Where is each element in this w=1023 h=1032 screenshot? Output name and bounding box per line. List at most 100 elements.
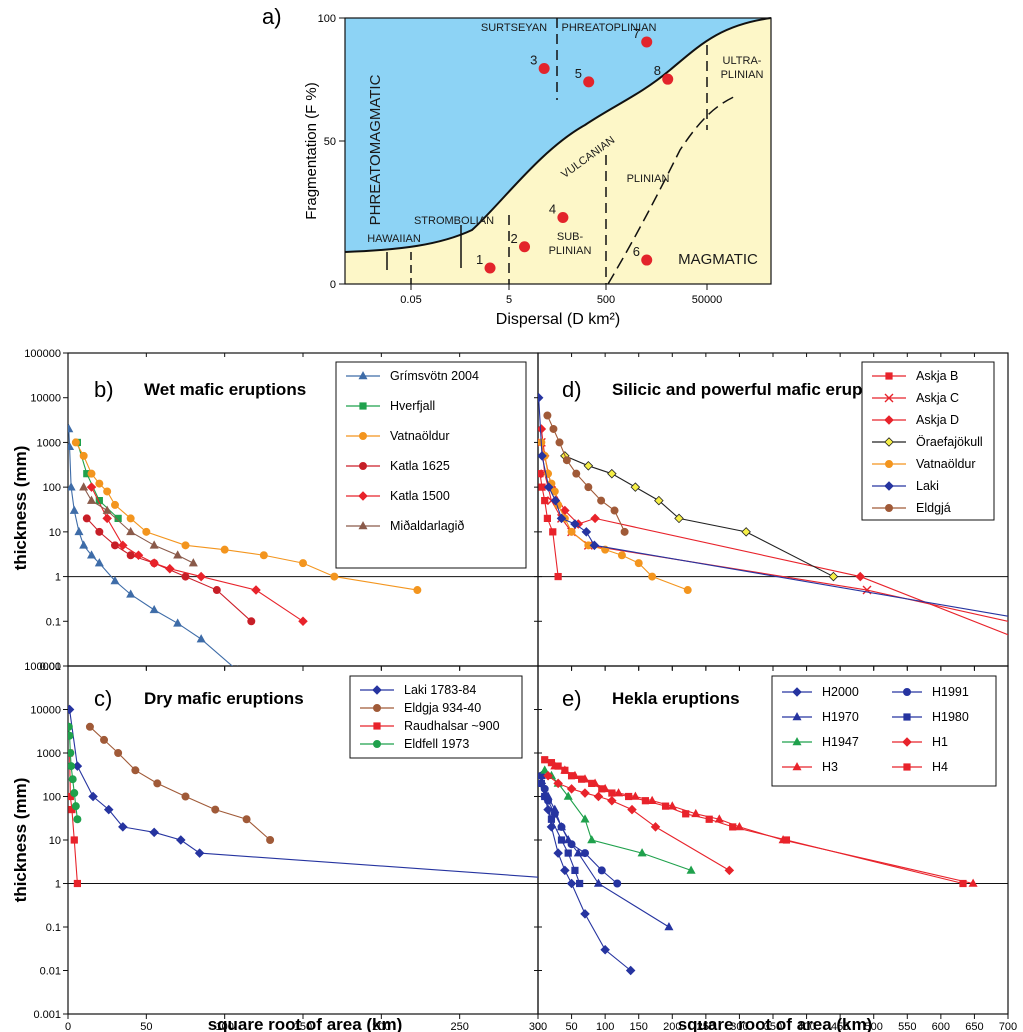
legend-marker bbox=[373, 722, 381, 730]
data-point bbox=[73, 815, 82, 824]
legend-marker bbox=[792, 737, 802, 746]
legend-marker bbox=[885, 372, 893, 380]
data-point bbox=[181, 792, 190, 801]
data-point bbox=[79, 482, 89, 491]
panel-d-letter: d) bbox=[562, 377, 582, 402]
data-point bbox=[581, 849, 590, 858]
data-point bbox=[176, 835, 186, 845]
legend-box bbox=[771, 675, 997, 787]
data-point bbox=[674, 513, 684, 524]
phreatomagmatic-field bbox=[345, 18, 771, 252]
data-point bbox=[247, 617, 256, 626]
plinian-label: PLINIAN bbox=[627, 173, 670, 185]
eruption-point-3 bbox=[538, 63, 550, 75]
legend-marker bbox=[884, 393, 894, 403]
ytick-label: 10 bbox=[49, 527, 61, 539]
legend-label: Eldgja 934-40 bbox=[404, 701, 481, 715]
data-point bbox=[556, 821, 567, 831]
data-point bbox=[541, 792, 549, 801]
data-point bbox=[71, 802, 80, 811]
eruption-point-8 bbox=[662, 73, 674, 85]
data-point bbox=[541, 756, 549, 764]
series-line bbox=[89, 726, 271, 841]
data-point bbox=[413, 586, 422, 595]
panel-a: a) 100 50 0 0.05 5 bbox=[262, 4, 772, 328]
data-point bbox=[554, 762, 562, 770]
panel-b-letter: b) bbox=[94, 377, 114, 402]
data-point bbox=[613, 879, 622, 888]
series-vatnaoldur bbox=[71, 438, 422, 595]
xtick-label: 150 bbox=[294, 1021, 312, 1032]
data-point bbox=[560, 865, 570, 876]
data-point bbox=[634, 559, 643, 568]
legend-marker bbox=[358, 461, 367, 470]
legend-entry: H1947 bbox=[782, 735, 859, 749]
data-point bbox=[111, 541, 120, 550]
strombolian-label: STROMBOLIAN bbox=[414, 215, 494, 227]
data-point bbox=[68, 722, 73, 731]
data-point bbox=[630, 482, 641, 492]
data-point bbox=[86, 495, 97, 504]
panel-e-series bbox=[538, 756, 978, 976]
eruption-point-label: 4 bbox=[549, 202, 556, 217]
data-point bbox=[251, 585, 261, 595]
data-point bbox=[126, 526, 136, 536]
xtick-label: 700 bbox=[999, 1021, 1017, 1032]
data-point bbox=[572, 469, 581, 478]
subplinian-label-line2: PLINIAN bbox=[549, 245, 592, 257]
panel-a-ytick-label: 50 bbox=[324, 136, 336, 148]
panel-a-ytick-label: 0 bbox=[330, 279, 336, 291]
data-point bbox=[330, 572, 339, 581]
series-eldgja bbox=[543, 411, 629, 536]
legend-entry: Vatnaöldur bbox=[872, 457, 976, 471]
panel-c-series bbox=[68, 704, 538, 888]
data-point bbox=[576, 879, 584, 888]
bottom-ylabel: thickness (mm) bbox=[11, 778, 30, 903]
data-point bbox=[782, 836, 791, 844]
legend-label: H4 bbox=[932, 760, 948, 774]
data-point bbox=[114, 749, 123, 758]
data-point bbox=[691, 808, 701, 818]
data-point bbox=[648, 572, 657, 581]
data-point bbox=[557, 836, 566, 844]
panel-a-xtick-label: 0.05 bbox=[400, 294, 421, 306]
data-point bbox=[567, 527, 576, 536]
legend-entry: Laki 1783-84 bbox=[360, 683, 476, 697]
axes-layer: 0.010.11101001000100001000000.0010.010.1… bbox=[24, 348, 1017, 1032]
phreatomagmatic-label: PHREATOMAGMATIC bbox=[367, 74, 384, 225]
data-point bbox=[600, 944, 610, 955]
panel-a-xtick-label: 500 bbox=[597, 294, 615, 306]
panel-e-letter: e) bbox=[562, 686, 582, 711]
panel-e-legend: H2000 H1991 H1970 H1980 H1947 H1 H3 H4 bbox=[771, 675, 997, 787]
data-point bbox=[566, 878, 577, 889]
legend-entry: Laki bbox=[872, 479, 939, 493]
data-point bbox=[131, 766, 140, 775]
data-point bbox=[236, 665, 238, 666]
data-point bbox=[625, 965, 636, 976]
data-point bbox=[729, 823, 737, 831]
legend-entry: Askja C bbox=[872, 391, 959, 405]
data-point bbox=[741, 527, 751, 537]
legend-label: Laki 1783-84 bbox=[404, 683, 476, 697]
legend-entry: H4 bbox=[892, 760, 948, 774]
data-point bbox=[550, 804, 560, 813]
legend-entry: H2000 bbox=[782, 685, 859, 699]
data-point bbox=[580, 909, 590, 919]
ytick-label: 0.01 bbox=[40, 966, 61, 978]
data-point bbox=[111, 500, 120, 509]
phreatoplinian-label: PHREATOPLINIAN bbox=[562, 22, 657, 34]
data-point bbox=[82, 514, 91, 523]
panel-a-xtick-label: 5 bbox=[506, 294, 512, 306]
regime-boundary-curve bbox=[344, 17, 772, 253]
ytick-label: 0.001 bbox=[33, 1009, 61, 1021]
series-line bbox=[68, 428, 234, 666]
legend-label: Katla 1500 bbox=[390, 489, 450, 503]
data-point bbox=[86, 550, 97, 559]
data-point bbox=[142, 527, 151, 536]
panel-d-title: Silicic and powerful mafic eruptions bbox=[612, 380, 903, 399]
xtick-label: 550 bbox=[898, 1021, 916, 1032]
data-point bbox=[590, 513, 600, 524]
legend-entry: Askja B bbox=[872, 369, 958, 383]
legend-marker bbox=[372, 740, 381, 749]
data-point bbox=[70, 789, 79, 798]
